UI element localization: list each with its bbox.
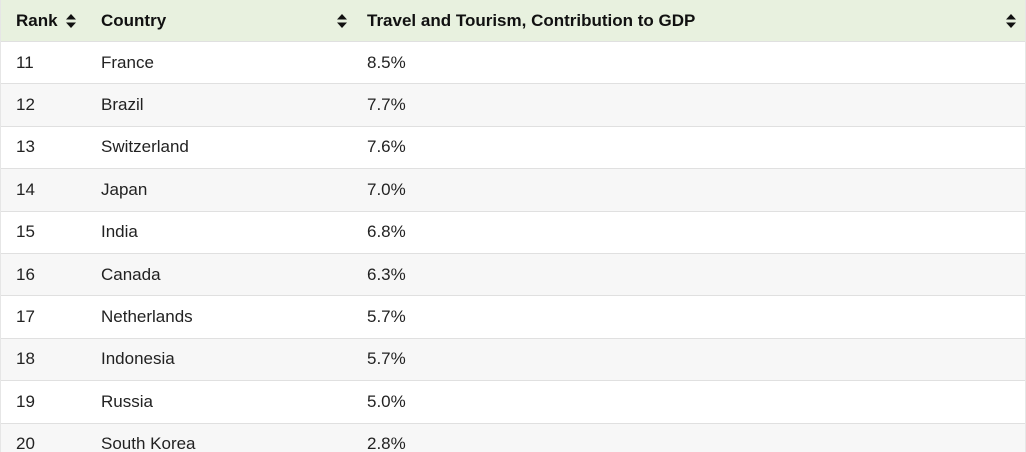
rank-cell: 18 [1, 337, 86, 381]
sort-by-tourism-gdp-header[interactable]: Travel and Tourism, Contribution to GDP [357, 0, 1025, 42]
rank-cell: 20 [1, 422, 86, 452]
rank-cell: 14 [1, 168, 86, 212]
table-row: 20 South Korea 2.8% [1, 422, 1025, 452]
rank-cell: 19 [1, 380, 86, 424]
country-cell: India [86, 210, 357, 254]
country-cell: Indonesia [86, 337, 357, 381]
tourism-gdp-cell: 5.0% [357, 380, 1025, 424]
country-cell: South Korea [86, 422, 357, 452]
table-row: 18 Indonesia 5.7% [1, 337, 1025, 381]
country-cell: Japan [86, 168, 357, 212]
table-row: 12 Brazil 7.7% [1, 83, 1025, 127]
header-row: Rank Country Travel [1, 0, 1025, 42]
rank-cell: 15 [1, 210, 86, 254]
tourism-gdp-cell: 5.7% [357, 337, 1025, 381]
tourism-gdp-header-label: Travel and Tourism, Contribution to GDP [367, 10, 696, 30]
rank-cell: 11 [1, 40, 86, 84]
table-row: 15 India 6.8% [1, 210, 1025, 254]
rank-cell: 13 [1, 125, 86, 169]
tourism-gdp-cell: 6.3% [357, 252, 1025, 296]
sort-by-country-header[interactable]: Country [86, 0, 357, 42]
tourism-gdp-cell: 8.5% [357, 40, 1025, 84]
table-row: 13 Switzerland 7.6% [1, 125, 1025, 169]
table-header: Rank Country Travel [1, 0, 1025, 42]
tourism-gdp-cell: 7.6% [357, 125, 1025, 169]
tourism-gdp-cell: 7.7% [357, 83, 1025, 127]
tourism-gdp-cell: 5.7% [357, 295, 1025, 339]
country-cell: Netherlands [86, 295, 357, 339]
country-cell: Brazil [86, 83, 357, 127]
country-header-label: Country [101, 10, 167, 30]
country-cell: Canada [86, 252, 357, 296]
rank-cell: 12 [1, 83, 86, 127]
table-row: 11 France 8.5% [1, 40, 1025, 84]
table-body: 11 France 8.5% 12 Brazil 7.7% 13 Switzer… [1, 40, 1025, 452]
country-cell: Russia [86, 380, 357, 424]
sort-updown-icon[interactable] [65, 13, 78, 29]
tourism-gdp-cell: 7.0% [357, 168, 1025, 212]
rank-cell: 17 [1, 295, 86, 339]
table-row: 14 Japan 7.0% [1, 168, 1025, 212]
sort-by-rank-header[interactable]: Rank [1, 0, 86, 42]
sort-updown-icon[interactable] [1006, 13, 1018, 29]
table-row: 19 Russia 5.0% [1, 380, 1025, 424]
rank-cell: 16 [1, 252, 86, 296]
tourism-gdp-cell: 2.8% [357, 422, 1025, 452]
country-cell: Switzerland [86, 125, 357, 169]
table-row: 17 Netherlands 5.7% [1, 295, 1025, 339]
tourism-gdp-cell: 6.8% [357, 210, 1025, 254]
table-row: 16 Canada 6.3% [1, 252, 1025, 296]
country-cell: France [86, 40, 357, 84]
rank-header-label: Rank [16, 10, 58, 30]
sort-updown-icon[interactable] [337, 13, 349, 29]
